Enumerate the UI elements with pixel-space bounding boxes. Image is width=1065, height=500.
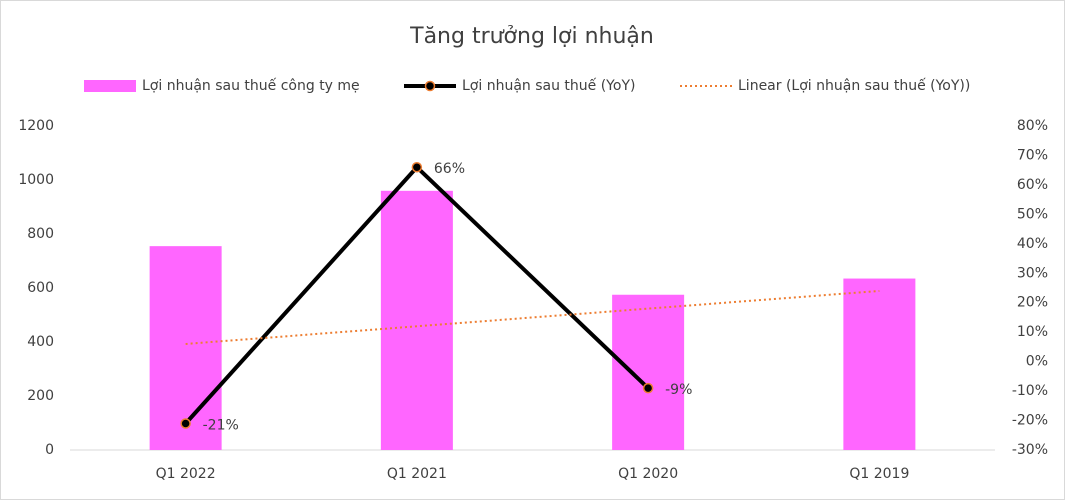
y2-tick-label: 20% xyxy=(1017,295,1048,311)
line-marker xyxy=(411,161,423,173)
legend-swatch xyxy=(84,80,136,92)
line-marker xyxy=(642,382,654,394)
y-tick-label: 600 xyxy=(27,280,54,296)
y2-tick-label: 50% xyxy=(1017,206,1048,222)
y-tick-label: 0 xyxy=(45,442,54,458)
x-tick-label: Q1 2021 xyxy=(387,466,447,482)
y-tick-label: 800 xyxy=(27,226,54,242)
trendline xyxy=(185,289,880,345)
y2-tick-label: 10% xyxy=(1017,324,1048,340)
bar xyxy=(843,278,916,450)
x-tick-label: Q1 2019 xyxy=(849,466,909,482)
y2-tick-label: 60% xyxy=(1017,177,1048,193)
legend-marker xyxy=(424,80,436,92)
legend-label: Lợi nhuận sau thuế công ty mẹ xyxy=(142,77,360,94)
y2-tick-label: 80% xyxy=(1017,118,1048,134)
y2-tick-label: -10% xyxy=(1012,383,1048,399)
legend-label: Lợi nhuận sau thuế (YoY) xyxy=(462,77,635,94)
y-tick-label: 200 xyxy=(27,388,54,404)
y2-tick-label: 30% xyxy=(1017,265,1048,281)
bar xyxy=(380,190,453,451)
y2-tick-label: 0% xyxy=(1026,354,1048,370)
legend-label: Linear (Lợi nhuận sau thuế (YoY)) xyxy=(738,77,970,94)
data-label: -9% xyxy=(665,382,692,398)
y2-tick-label: 70% xyxy=(1017,147,1048,163)
data-label: -21% xyxy=(203,417,239,433)
x-tick-label: Q1 2022 xyxy=(156,466,216,482)
y2-tick-label: -20% xyxy=(1012,413,1048,429)
x-tick-label: Q1 2020 xyxy=(618,466,678,482)
chart-title: Tăng trưởng lợi nhuận xyxy=(409,24,654,49)
data-label: 66% xyxy=(434,161,465,177)
bar xyxy=(149,246,222,450)
y2-tick-label: -30% xyxy=(1012,442,1048,458)
bar xyxy=(612,294,685,450)
y2-tick-label: 40% xyxy=(1017,236,1048,252)
y-tick-label: 1200 xyxy=(18,118,54,134)
y-tick-label: 400 xyxy=(27,334,54,350)
line-marker xyxy=(180,418,191,429)
y-tick-label: 1000 xyxy=(18,172,54,188)
